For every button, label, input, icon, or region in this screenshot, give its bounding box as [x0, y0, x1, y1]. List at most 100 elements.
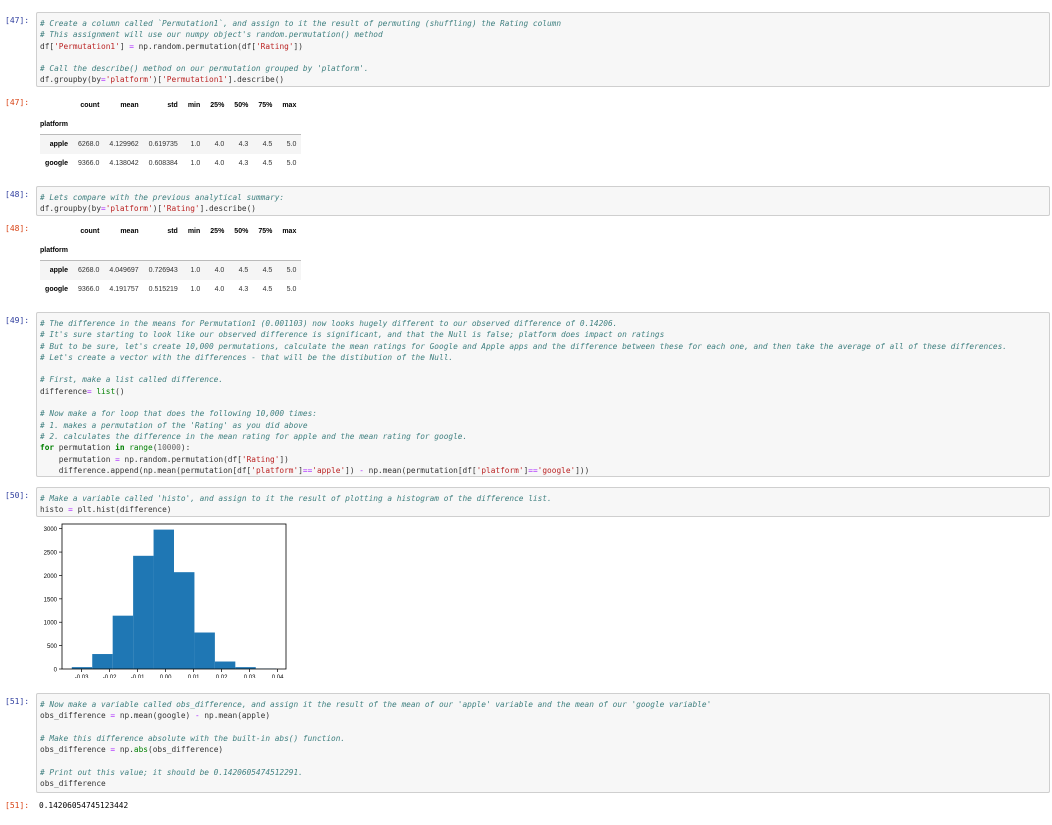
describe-table-permutation: count mean std min 25% 50% 75% max platform apple…	[40, 96, 302, 173]
table-cell: 4.138042	[109, 160, 139, 167]
table-cell: 9366.0	[78, 286, 100, 293]
table-cell: 4.0	[214, 286, 225, 293]
column-header: mean	[120, 228, 139, 235]
code-line	[40, 52, 1045, 63]
table-cell: 1.0	[190, 267, 201, 274]
column-header: 75%	[258, 102, 273, 109]
column-header: 50%	[234, 228, 249, 235]
table-cell: 4.5	[262, 267, 273, 274]
x-tick-label: 0.04	[272, 675, 284, 678]
y-tick-label: 1500	[44, 597, 58, 603]
table-cell: 5.0	[286, 141, 297, 148]
row-label: apple	[49, 141, 68, 148]
code-line: # But to be sure, let's create 10,000 pe…	[40, 341, 1007, 351]
histogram-bar	[235, 667, 256, 669]
code-line: df.groupby(by='platform')['Permutation1'…	[40, 75, 285, 85]
output-prompt-47: [47]:	[5, 98, 30, 107]
code-line	[40, 363, 1045, 374]
x-tick-label: -0.03	[75, 675, 89, 678]
code-line	[40, 397, 1045, 408]
histogram-bar	[194, 632, 215, 669]
code-line: obs_difference	[40, 779, 106, 789]
table-cell: 4.5	[262, 286, 273, 293]
y-tick-label: 3000	[44, 527, 58, 533]
code-line: # This assignment will use our numpy obj…	[40, 30, 383, 40]
input-prompt-50: [50]:	[5, 491, 30, 500]
input-prompt-48: [48]:	[5, 190, 30, 199]
table-cell: 4.049697	[109, 267, 139, 274]
table-cell: 5.0	[286, 267, 297, 274]
code-input-50[interactable]: # Make a variable called 'histo', and as…	[36, 487, 1050, 517]
code-line: # Make this difference absolute with the…	[40, 733, 346, 743]
histogram-bar	[112, 615, 134, 669]
histogram-bar	[71, 667, 93, 669]
table-cell: 0.726943	[148, 267, 178, 274]
code-line: # Now make a variable called obs_differe…	[40, 700, 712, 709]
x-tick-label: 0.00	[160, 675, 172, 678]
code-line: # Lets compare with the previous analyti…	[40, 193, 285, 202]
column-header: max	[282, 102, 297, 109]
x-tick-label: 0.01	[188, 675, 200, 678]
code-line: # 2. calculates the difference in the me…	[40, 431, 468, 441]
output-prompt-48: [48]:	[5, 224, 30, 233]
input-prompt-49: [49]:	[5, 316, 30, 325]
table-cell: 9366.0	[78, 160, 100, 167]
x-tick-label: -0.02	[103, 675, 117, 678]
code-input-49[interactable]: # The difference in the means for Permut…	[36, 312, 1050, 477]
y-tick-label: 2500	[44, 551, 58, 557]
table-cell: 4.129962	[109, 141, 139, 148]
row-label: google	[45, 286, 68, 293]
code-line: # Now make a for loop that does the foll…	[40, 409, 317, 419]
y-tick-label: 500	[47, 644, 58, 650]
output-prompt-51: [51]:	[5, 801, 30, 810]
column-header: std	[167, 102, 178, 109]
column-header: mean	[120, 102, 139, 109]
table-row: apple 6268.0 4.129962 0.619735 1.0 4.0 4.3 4.5 5…	[40, 134, 302, 154]
code-line: for permutation in range(10000):	[40, 443, 191, 453]
histogram-chart: 0 500 1000 1500 2000 2500 3000 -0.03 -0.02 -0.01 0…	[44, 523, 287, 678]
table-cell: 4.191757	[109, 286, 139, 293]
column-header: max	[282, 228, 297, 235]
table-cell: 1.0	[190, 141, 201, 148]
table-cell: 4.0	[214, 141, 225, 148]
plot-frame	[61, 523, 287, 670]
input-prompt-51: [51]:	[5, 697, 30, 706]
code-line	[40, 722, 1045, 733]
code-line: obs_difference = np.mean(google) - np.me…	[40, 711, 271, 721]
column-header: 25%	[210, 102, 225, 109]
table-cell: 4.0	[214, 160, 225, 167]
code-line	[40, 755, 1045, 766]
table-cell: 5.0	[286, 160, 297, 167]
cell-50-output: 0 500 1000 1500 2000 2500 3000 -0.03 -0.02 -0.01 0…	[0, 518, 1052, 678]
x-tick-label: 0.03	[244, 675, 256, 678]
column-header: std	[167, 228, 178, 235]
histogram-bar	[133, 555, 154, 669]
code-line: difference.append(np.mean(permutation[df…	[40, 465, 590, 475]
code-line: # Make a variable called 'histo', and as…	[40, 494, 552, 503]
code-line: difference= list()	[40, 386, 125, 396]
table-row: google 9366.0 4.191757 0.515219 1.0 4.0 4.3 4.5…	[40, 280, 301, 299]
table-cell: 4.5	[262, 141, 273, 148]
code-input-51[interactable]: # Now make a variable called obs_differe…	[36, 693, 1050, 793]
table-cell: 4.5	[262, 160, 273, 167]
table-cell: 0.515219	[148, 286, 178, 293]
output-value-51: 0.14206054745123442	[39, 801, 129, 810]
code-input-47[interactable]: # Create a column called `Permutation1`,…	[36, 12, 1050, 87]
row-label: google	[45, 160, 68, 167]
code-line: # First, make a list called difference.	[40, 375, 224, 385]
code-line: # Let's create a vector with the differe…	[40, 352, 454, 362]
row-label: apple	[49, 267, 68, 274]
histogram-bar	[174, 572, 195, 669]
column-header: min	[187, 102, 201, 109]
column-header: count	[80, 102, 100, 109]
histogram-bar	[153, 529, 174, 669]
code-input-48[interactable]: # Lets compare with the previous analyti…	[36, 186, 1050, 216]
table-cell: 0.619735	[148, 141, 178, 148]
column-header: 25%	[210, 228, 225, 235]
code-line: df.groupby(by='platform')['Rating'].desc…	[40, 204, 256, 214]
y-tick-label: 1000	[44, 621, 58, 627]
y-tick-label: 0	[54, 668, 58, 674]
column-header: min	[187, 228, 201, 235]
code-line: obs_difference = np.abs(obs_difference)	[40, 745, 224, 755]
x-tick-label: 0.02	[216, 675, 228, 678]
